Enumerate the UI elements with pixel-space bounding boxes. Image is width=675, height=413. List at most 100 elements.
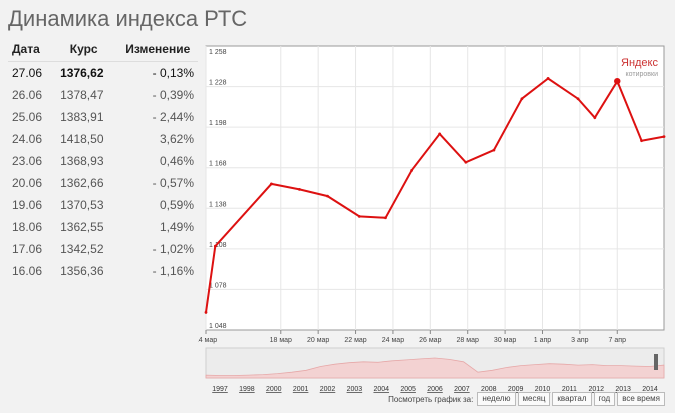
navigator-year-label: 2004 — [373, 386, 389, 393]
x-tick-label: 1 апр — [534, 337, 552, 344]
data-point — [270, 182, 273, 186]
navigator-year-label: 2010 — [535, 386, 551, 393]
navigator-year-label: 1998 — [239, 386, 255, 393]
rts-chart[interactable]: 1 048 1 078 1 108 1 138 1 168 1 198 1 228 1 258… — [195, 40, 675, 408]
row-value: 1368,93 — [60, 154, 104, 168]
data-point — [298, 187, 301, 191]
row-date: 23.06 — [12, 154, 43, 168]
data-point — [438, 132, 442, 136]
quotes-table: Дата Курс Изменение 27.06 1376,62- 0,13% … — [8, 40, 198, 282]
row-change: 3,62% — [159, 132, 194, 146]
period-label: Посмотреть график за: — [388, 394, 474, 404]
row-date: 16.06 — [12, 264, 43, 278]
navigator-years: 1997 1998 2000 2001 2002 2003 2004 2005 2006 2007… — [212, 386, 658, 393]
data-point — [384, 216, 387, 220]
column-header-rate: Курс — [49, 40, 118, 62]
row-value: 1378,47 — [60, 88, 104, 102]
x-tick-label: 22 мар — [344, 337, 366, 344]
navigator-year-label: 2000 — [266, 386, 282, 393]
navigator-year-label: 2003 — [347, 386, 363, 393]
row-change: 0,59% — [159, 198, 194, 212]
data-point — [546, 77, 550, 80]
row-change: - 0,13% — [152, 66, 194, 80]
x-tick-label: 24 мар — [382, 337, 404, 344]
navigator-area — [205, 357, 665, 379]
table-row: 27.06 1376,62 - 0,13% — [8, 62, 198, 85]
navigator-year-label: 2011 — [562, 386, 577, 393]
highlighted-data-point — [614, 77, 621, 85]
table-row: 20.06 1362,66 - 0,57% — [8, 172, 198, 194]
navigator-year-label: 2013 — [615, 386, 631, 393]
row-date: 24.06 — [12, 132, 43, 146]
plot-area — [205, 45, 665, 331]
y-tick-label: 1 048 — [209, 323, 227, 330]
y-tick-label: 1 168 — [209, 161, 227, 168]
row-change: - 2,44% — [152, 110, 194, 124]
y-tick-label: 1 078 — [209, 282, 227, 289]
y-tick-label: 1 108 — [209, 242, 227, 249]
y-tick-label: 1 258 — [209, 49, 227, 56]
row-value: 1362,66 — [60, 176, 104, 190]
x-tick-label: 20 мар — [307, 337, 329, 344]
period-quarter-button[interactable]: квартал — [552, 392, 592, 406]
navigator-year-label: 2008 — [481, 386, 497, 393]
x-tick-label: 18 мар — [270, 337, 292, 344]
y-tick-label: 1 198 — [209, 120, 227, 127]
row-change: - 0,39% — [152, 88, 194, 102]
x-tick-label: 28 мар — [457, 337, 479, 344]
column-header-date: Дата — [8, 40, 50, 62]
navigator-year-label: 2009 — [508, 386, 524, 393]
y-tick-label: 1 228 — [209, 80, 227, 87]
chart-svg[interactable]: 1 048 1 078 1 108 1 138 1 168 1 198 1 228 1 258… — [195, 40, 675, 408]
data-point — [576, 97, 580, 101]
data-point — [326, 194, 329, 198]
navigator-year-label: 2005 — [400, 386, 416, 393]
data-point — [662, 135, 666, 139]
y-tick-label: 1 138 — [209, 201, 227, 208]
data-point — [593, 116, 597, 120]
table-header-row: Дата Курс Изменение — [8, 40, 198, 62]
row-date: 20.06 — [12, 176, 43, 190]
row-value: 1342,52 — [60, 242, 104, 256]
table-row: 16.06 1356,36 - 1,16% — [8, 260, 198, 282]
data-point — [204, 311, 208, 314]
row-value: 1376,62 — [60, 66, 104, 80]
table-row: 26.06 1378,47 - 0,39% — [8, 84, 198, 106]
y-axis-ticks: 1 048 1 078 1 108 1 138 1 168 1 198 1 228 1 258 — [209, 49, 227, 330]
navigator-year-label: 2014 — [642, 386, 658, 393]
row-change: 1,49% — [159, 220, 194, 234]
row-change: - 0,57% — [152, 176, 194, 190]
row-value: 1356,36 — [60, 264, 104, 278]
series-line-rts — [205, 77, 665, 313]
data-point — [464, 160, 468, 164]
data-point — [640, 139, 643, 143]
x-tick-label: 30 мар — [494, 337, 516, 344]
row-value: 1370,53 — [60, 198, 104, 212]
navigator-year-label: 2001 — [293, 386, 309, 393]
page-title: Динамика индекса РТС — [8, 6, 248, 31]
row-change: 0,46% — [159, 154, 194, 168]
x-tick-label: 3 апр — [571, 337, 589, 344]
period-all-button[interactable]: все время — [617, 392, 665, 406]
table-row: 18.06 1362,55 1,49% — [8, 216, 198, 238]
row-change: - 1,02% — [152, 242, 194, 256]
data-point — [410, 169, 414, 172]
row-value: 1362,55 — [60, 220, 104, 234]
navigator-year-label: 2012 — [588, 386, 604, 393]
data-point — [520, 97, 524, 101]
row-value: 1383,91 — [60, 110, 104, 124]
navigator-year-label: 2007 — [454, 386, 470, 393]
row-date: 18.06 — [12, 220, 43, 234]
column-header-change: Изменение — [117, 40, 198, 62]
navigator-year-label: 1997 — [212, 386, 228, 393]
period-week-button[interactable]: неделю — [477, 392, 516, 406]
data-points — [204, 77, 666, 314]
period-year-button[interactable]: год — [593, 392, 616, 406]
navigator-handle[interactable] — [654, 354, 658, 370]
table-row: 24.06 1418,50 3,62% — [8, 128, 198, 150]
period-month-button[interactable]: месяц — [517, 392, 551, 406]
navigator-year-label: 2006 — [427, 386, 443, 393]
row-date: 27.06 — [12, 66, 43, 80]
grid — [205, 46, 664, 330]
navigator-year-label: 2002 — [320, 386, 336, 393]
